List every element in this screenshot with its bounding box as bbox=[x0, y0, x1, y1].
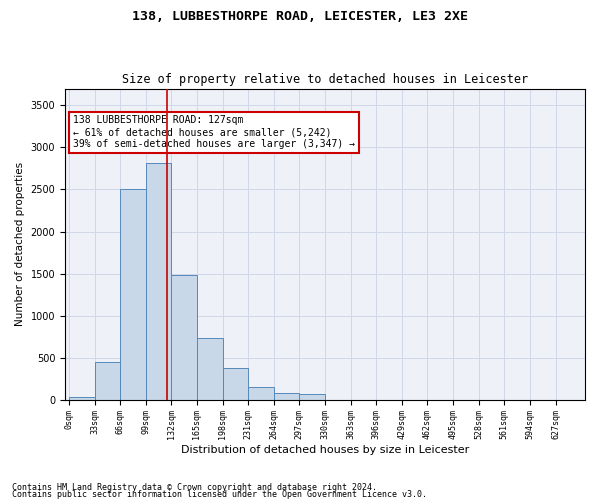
Bar bbox=[274, 393, 299, 400]
Bar bbox=[95, 362, 120, 400]
Bar bbox=[172, 276, 197, 400]
Text: Contains public sector information licensed under the Open Government Licence v3: Contains public sector information licen… bbox=[12, 490, 427, 499]
Bar bbox=[248, 387, 274, 400]
Bar bbox=[197, 338, 223, 400]
Y-axis label: Number of detached properties: Number of detached properties bbox=[15, 162, 25, 326]
Bar bbox=[69, 397, 95, 400]
Bar bbox=[146, 162, 172, 400]
X-axis label: Distribution of detached houses by size in Leicester: Distribution of detached houses by size … bbox=[181, 445, 469, 455]
Bar bbox=[299, 394, 325, 400]
Text: 138 LUBBESTHORPE ROAD: 127sqm
← 61% of detached houses are smaller (5,242)
39% o: 138 LUBBESTHORPE ROAD: 127sqm ← 61% of d… bbox=[73, 116, 355, 148]
Bar bbox=[223, 368, 248, 400]
Text: Contains HM Land Registry data © Crown copyright and database right 2024.: Contains HM Land Registry data © Crown c… bbox=[12, 484, 377, 492]
Text: 138, LUBBESTHORPE ROAD, LEICESTER, LE3 2XE: 138, LUBBESTHORPE ROAD, LEICESTER, LE3 2… bbox=[132, 10, 468, 23]
Title: Size of property relative to detached houses in Leicester: Size of property relative to detached ho… bbox=[122, 73, 528, 86]
Bar bbox=[120, 190, 146, 400]
